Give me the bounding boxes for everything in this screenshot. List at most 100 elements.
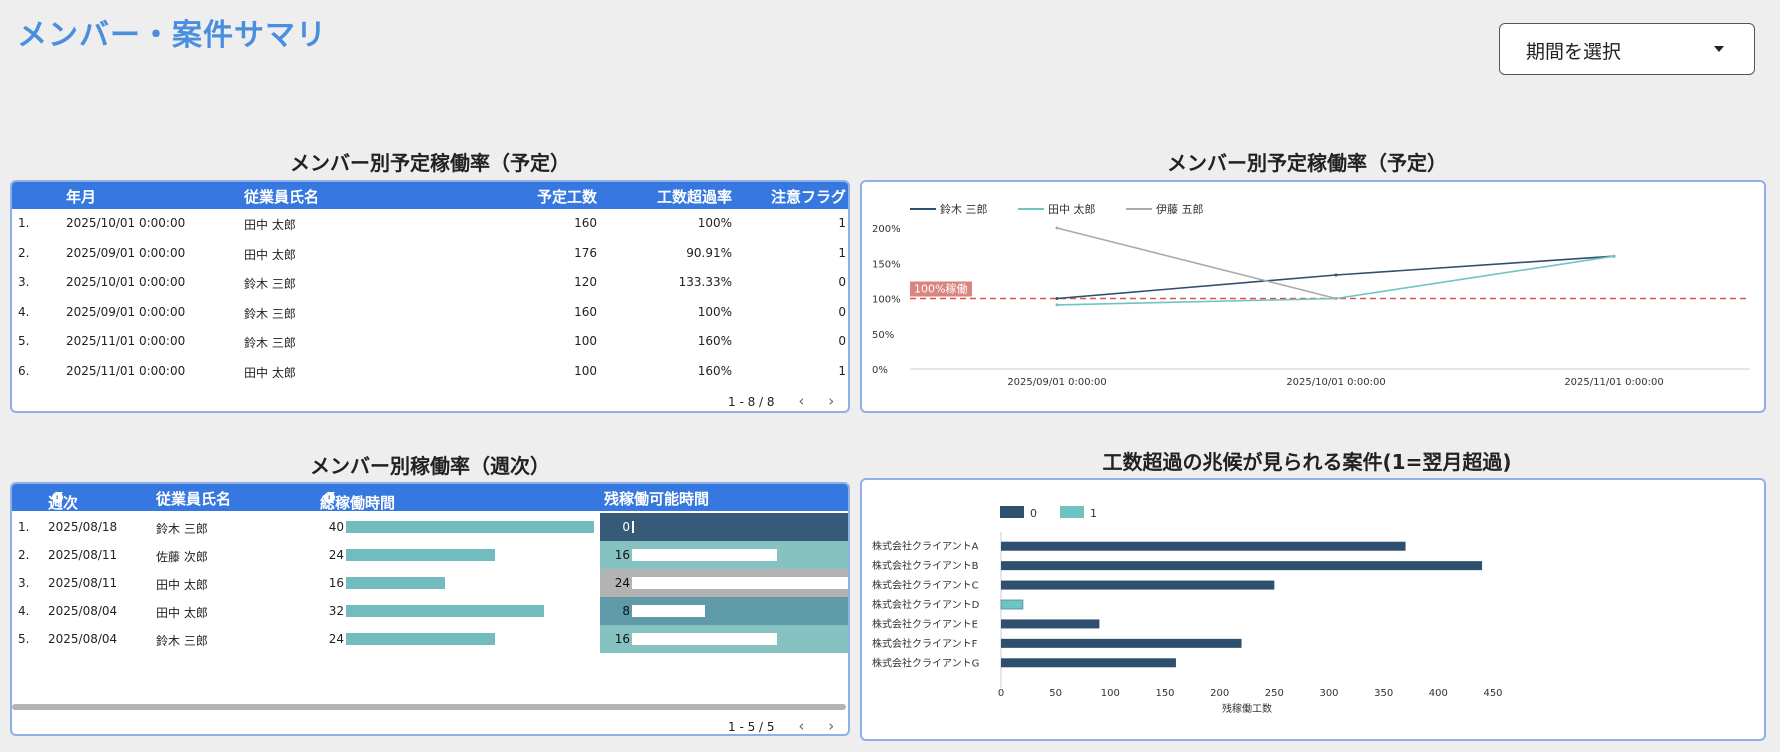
chevron-right-icon[interactable]: ›	[828, 717, 835, 735]
remaining-hours-cell: 24	[600, 569, 848, 597]
x-tick-label: 50	[1049, 688, 1062, 699]
employee-name-cell: 田中 太郎	[244, 247, 296, 262]
bar[interactable]	[1000, 599, 1024, 610]
sort-desc-icon[interactable]	[55, 492, 63, 497]
x-tick-label: 400	[1429, 688, 1448, 699]
table-row[interactable]: 1. 2025/10/01 0:00:00 田中 太郎 160 100% 1	[12, 209, 848, 237]
planned-hours-cell: 100	[574, 363, 597, 378]
bar[interactable]	[1001, 561, 1483, 571]
legend-label: 鈴木 三郎	[940, 202, 988, 216]
x-tick-label: 0	[998, 688, 1004, 699]
horizontal-scrollbar[interactable]	[12, 704, 846, 710]
x-tick-label: 150	[1155, 688, 1174, 699]
row-index: 3.	[18, 576, 30, 590]
col-header-remaining-hours[interactable]: 残稼働可能時間	[604, 490, 710, 508]
legend-swatch	[1060, 506, 1084, 518]
bar[interactable]	[1001, 658, 1176, 668]
reference-line-badge	[910, 281, 972, 297]
bar[interactable]	[1001, 619, 1100, 629]
table-row[interactable]: 2. 2025/08/11 佐藤 次郎 24 16	[12, 541, 848, 569]
col-header-warning-flag[interactable]: 注意フラグ	[770, 188, 846, 206]
series-line[interactable]	[1056, 227, 1337, 300]
info-icon[interactable]: ?	[52, 492, 63, 503]
col-header-overrun-rate[interactable]: 工数超過率	[656, 188, 732, 206]
remaining-hours-cell: 8	[600, 597, 848, 625]
x-tick-label: 300	[1319, 688, 1338, 699]
y-tick-label: 50%	[872, 330, 894, 341]
table-row[interactable]: 1. 2025/08/18 鈴木 三郎 40 0	[12, 513, 848, 541]
row-index: 2.	[18, 548, 30, 562]
row-index: 6.	[18, 363, 30, 378]
year-month-cell: 2025/10/01 0:00:00	[66, 216, 186, 230]
total-hours-value: 40	[328, 520, 344, 534]
chevron-down-icon	[1714, 46, 1724, 52]
year-month-cell: 2025/11/01 0:00:00	[66, 334, 186, 348]
week-cell: 2025/08/04	[48, 604, 118, 618]
col-header-employee-name[interactable]: 従業員氏名	[244, 188, 320, 206]
sort-desc-icon[interactable]	[327, 492, 335, 497]
remaining-hours-cell: 16	[600, 541, 848, 569]
y-tick-label: 200%	[872, 224, 901, 235]
col-header-year-month[interactable]: 年月	[66, 188, 97, 206]
employee-name-cell: 鈴木 三郎	[156, 634, 208, 648]
x-tick-label: 350	[1374, 688, 1393, 699]
y-tick-label: 0%	[872, 365, 888, 376]
category-label: 株式会社クライアントF	[872, 637, 978, 650]
planned-hours-cell: 120	[574, 275, 597, 289]
data-point[interactable]	[1055, 226, 1059, 230]
bar-chart-svg: 0 1 株式会社クライアントA 株式会社クライアントB 株式会社クライアントC 株式会社ク…	[872, 506, 1503, 715]
table-row[interactable]: 5. 2025/11/01 0:00:00 鈴木 三郎 100 160% 0	[12, 327, 848, 355]
warning-flag-cell: 0	[838, 275, 846, 289]
remaining-hours-bar	[632, 605, 705, 617]
bar[interactable]	[1001, 541, 1406, 551]
employee-name-cell: 佐藤 次郎	[156, 550, 208, 564]
data-point[interactable]	[1055, 303, 1059, 307]
y-tick-label: 100%	[872, 295, 901, 306]
line-chart-title: メンバー別予定稼働率（予定）	[1167, 151, 1447, 175]
data-point[interactable]	[1334, 297, 1338, 300]
info-icon[interactable]: ?	[324, 492, 335, 503]
table-row[interactable]: 4. 2025/09/01 0:00:00 鈴木 三郎 160 100% 0	[12, 298, 848, 326]
table-row[interactable]: 3. 2025/08/11 田中 太郎 16 24	[12, 569, 848, 597]
bar[interactable]	[1001, 580, 1275, 590]
remaining-hours-cell: 16	[600, 625, 848, 653]
total-hours-value: 24	[328, 548, 344, 562]
reference-line-label: 100%稼働	[914, 282, 967, 296]
data-point[interactable]	[1612, 254, 1616, 258]
series-line[interactable]	[1056, 255, 1615, 300]
table-row[interactable]: 4. 2025/08/04 田中 太郎 32 8	[12, 597, 848, 625]
chevron-left-icon[interactable]: ‹	[798, 392, 805, 410]
chevron-right-icon[interactable]: ›	[828, 392, 835, 410]
table-row[interactable]: 3. 2025/10/01 0:00:00 鈴木 三郎 120 133.33% 0	[12, 268, 848, 296]
remaining-hours-cell: 0	[600, 513, 848, 541]
total-hours-value: 24	[328, 632, 344, 646]
table-row[interactable]: 6. 2025/11/01 0:00:00 田中 太郎 100 160% 1	[12, 357, 848, 385]
legend-label: 伊藤 五郎	[1156, 202, 1204, 216]
col-header-employee-name[interactable]: 従業員氏名	[156, 490, 232, 508]
weekly-utilization-table: 週次? 従業員氏名 総稼働時間? 残稼働可能時間 1. 2025/08/18 鈴木 …	[10, 482, 850, 736]
employee-name-cell: 鈴木 三郎	[244, 306, 296, 321]
col-header-planned-hours[interactable]: 予定工数	[536, 188, 597, 206]
employee-name-cell: 田中 太郎	[156, 606, 208, 620]
legend-label: 0	[1030, 507, 1037, 520]
row-index: 2.	[18, 245, 30, 260]
table1-title: メンバー別予定稼働率（予定）	[290, 151, 570, 175]
line-chart-svg: 0% 50% 100% 150% 200% 2025/09/01 0:00:00 2025/…	[872, 202, 1750, 388]
chevron-left-icon[interactable]: ‹	[798, 717, 805, 735]
data-point[interactable]	[1334, 273, 1338, 277]
page-title: メンバー・案件サマリ	[17, 18, 327, 53]
employee-name-cell: 鈴木 三郎	[156, 522, 208, 536]
x-tick-label: 450	[1483, 688, 1502, 699]
y-tick-label: 150%	[872, 259, 901, 270]
category-label: 株式会社クライアントE	[872, 617, 978, 630]
warning-flag-cell: 1	[838, 245, 846, 260]
bar[interactable]	[1001, 638, 1242, 648]
table-row[interactable]: 2. 2025/09/01 0:00:00 田中 太郎 176 90.91% 1	[12, 239, 848, 267]
table-row[interactable]: 5. 2025/08/04 鈴木 三郎 24 16	[12, 625, 848, 653]
year-month-cell: 2025/10/01 0:00:00	[66, 275, 186, 289]
planned-hours-cell: 160	[574, 304, 597, 319]
data-point[interactable]	[1055, 297, 1059, 300]
remaining-hours-value: 0	[622, 520, 630, 534]
category-label: 株式会社クライアントA	[872, 540, 979, 553]
period-select[interactable]: 期間を選択	[1499, 23, 1755, 75]
